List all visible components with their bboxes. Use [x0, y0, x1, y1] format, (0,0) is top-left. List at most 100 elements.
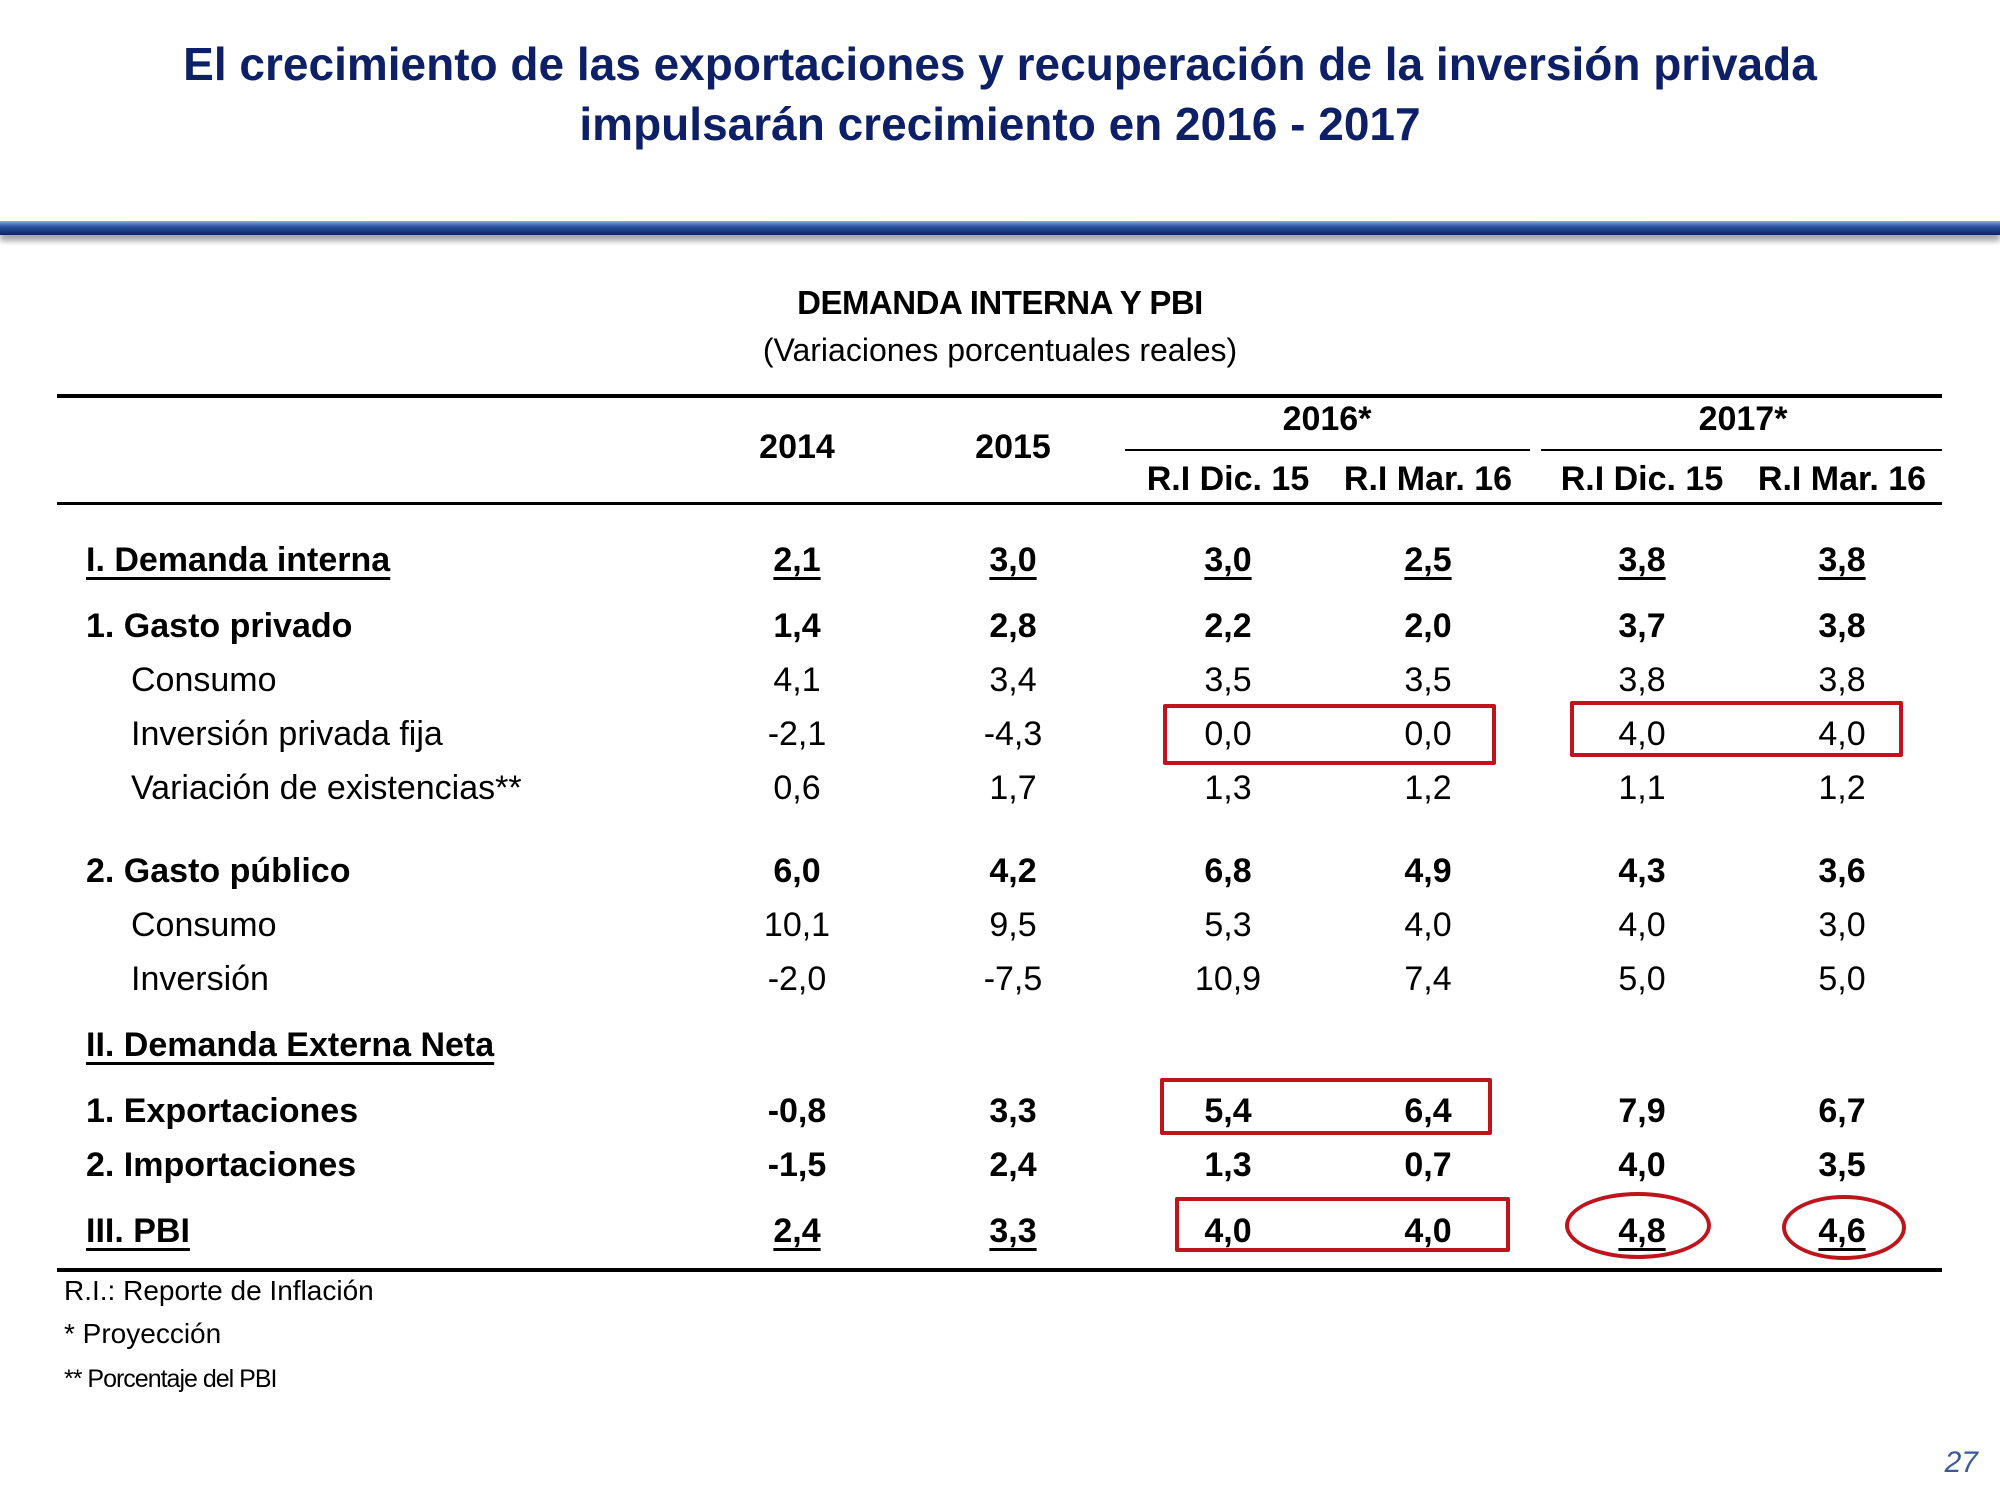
cell-2016-mar16: 7,4 [1404, 960, 1452, 998]
table-row: 2. Importaciones -1,5 2,4 1,3 0,7 4,0 3,… [0, 1146, 2000, 1198]
header-2016: 2016* [1282, 400, 1372, 438]
cell-2016-dic15: 3,0 [1204, 541, 1252, 579]
subheader-2017-mar16: R.I Mar. 16 [1757, 460, 1927, 498]
cell-2017-dic15: 7,9 [1618, 1092, 1666, 1130]
table-row: 1. Exportaciones -0,8 3,3 5,4 6,4 7,9 6,… [0, 1092, 2000, 1144]
cell-2016-dic15: 3,5 [1204, 661, 1252, 699]
cell-2015: 9,5 [989, 906, 1037, 944]
table-row: Inversión -2,0 -7,5 10,9 7,4 5,0 5,0 [0, 960, 2000, 1012]
table-row: 1. Gasto privado 1,4 2,8 2,2 2,0 3,7 3,8 [0, 607, 2000, 659]
cell-2014: -2,1 [767, 715, 827, 753]
cell-2017-dic15: 3,8 [1618, 541, 1666, 579]
highlight-circle-pbi-2017-mar16 [1782, 1195, 1906, 1260]
cell-2016-mar16: 1,2 [1404, 769, 1452, 807]
cell-2017-dic15: 4,0 [1618, 906, 1666, 944]
header-2015: 2015 [975, 428, 1051, 466]
cell-2015: -7,5 [983, 960, 1043, 998]
cell-2015: 3,3 [989, 1212, 1037, 1250]
cell-2016-mar16: 0,7 [1404, 1146, 1452, 1184]
highlight-rect-pbi-2016 [1175, 1197, 1510, 1252]
cell-2017-dic15: 1,1 [1618, 769, 1666, 807]
footnote-pbi-percentage: ** Porcentaje del PBI [64, 1365, 277, 1393]
cell-2016-mar16: 6,4 [1404, 1092, 1452, 1130]
cell-2016-dic15: 0,0 [1204, 715, 1252, 753]
slide-title-line-2: impulsarán crecimiento en 2016 - 2017 [579, 98, 1421, 150]
subheader-2017-dic15: R.I Dic. 15 [1560, 460, 1724, 498]
table-row: II. Demanda Externa Neta [0, 1026, 2000, 1078]
cell-2016-mar16: 4,0 [1404, 1212, 1452, 1250]
cell-2014: 4,1 [773, 661, 821, 699]
row-label: 2. Gasto público [86, 852, 351, 890]
cell-2017-dic15: 4,0 [1618, 715, 1666, 753]
cell-2014: 2,1 [773, 541, 821, 579]
table-row: Inversión privada fija -2,1 -4,3 0,0 0,0… [0, 715, 2000, 767]
row-label: 1. Exportaciones [86, 1092, 359, 1130]
cell-2014: 6,0 [773, 852, 821, 890]
header-2017-rule [1541, 449, 1942, 451]
highlight-rect-inversion-2017 [1570, 701, 1903, 757]
cell-2017-mar16: 3,8 [1818, 661, 1866, 699]
cell-2017-mar16: 5,0 [1818, 960, 1866, 998]
header-bottom-rule [57, 502, 1942, 505]
cell-2015: 3,0 [989, 541, 1037, 579]
cell-2017-dic15: 3,8 [1618, 661, 1666, 699]
cell-2014: -1,5 [767, 1146, 827, 1184]
cell-2015: 2,8 [989, 607, 1037, 645]
cell-2017-mar16: 3,8 [1818, 541, 1866, 579]
cell-2016-dic15: 2,2 [1204, 607, 1252, 645]
slide-title: El crecimiento de las exportaciones y re… [0, 34, 2000, 154]
cell-2016-mar16: 4,9 [1404, 852, 1452, 890]
cell-2016-mar16: 4,0 [1404, 906, 1452, 944]
footnote-ri: R.I.: Reporte de Inflación [64, 1275, 374, 1306]
slide-title-line-1: El crecimiento de las exportaciones y re… [183, 38, 1817, 90]
cell-2015: 2,4 [989, 1146, 1037, 1184]
row-label: Inversión privada fija [131, 715, 443, 753]
cell-2016-dic15: 6,8 [1204, 852, 1252, 890]
subheader-2016-mar16: R.I Mar. 16 [1343, 460, 1513, 498]
cell-2016-dic15: 5,3 [1204, 906, 1252, 944]
table-subcaption: (Variaciones porcentuales reales) [762, 332, 1238, 368]
cell-2016-dic15: 5,4 [1204, 1092, 1252, 1130]
cell-2017-mar16: 3,8 [1818, 607, 1866, 645]
cell-2016-dic15: 1,3 [1204, 1146, 1252, 1184]
subheader-2016-dic15: R.I Dic. 15 [1146, 460, 1310, 498]
table-caption: DEMANDA INTERNA Y PBI [797, 284, 1203, 321]
cell-2017-mar16: 6,7 [1818, 1092, 1866, 1130]
cell-2017-mar16: 3,0 [1818, 906, 1866, 944]
cell-2016-dic15: 1,3 [1204, 769, 1252, 807]
cell-2017-dic15: 4,3 [1618, 852, 1666, 890]
highlight-rect-inversion-2016 [1163, 704, 1496, 765]
cell-2014: 2,4 [773, 1212, 821, 1250]
row-label: Consumo [131, 906, 277, 944]
row-label: Inversión [131, 960, 269, 998]
highlight-circle-pbi-2017-dic15 [1565, 1192, 1711, 1259]
cell-2017-dic15: 5,0 [1618, 960, 1666, 998]
footnote-projection: * Proyección [64, 1318, 222, 1349]
cell-2016-mar16: 0,0 [1404, 715, 1452, 753]
cell-2017-mar16: 4,0 [1818, 715, 1866, 753]
cell-2016-dic15: 4,0 [1204, 1212, 1252, 1250]
table-row: Consumo 4,1 3,4 3,5 3,5 3,8 3,8 [0, 661, 2000, 713]
header-2017: 2017* [1698, 400, 1788, 438]
cell-2016-mar16: 3,5 [1404, 661, 1452, 699]
cell-2015: 3,4 [989, 661, 1037, 699]
cell-2014: 10,1 [763, 906, 831, 944]
cell-2015: 3,3 [989, 1092, 1037, 1130]
cell-2014: 0,6 [773, 769, 821, 807]
cell-2017-mar16: 1,2 [1818, 769, 1866, 807]
page-number: 27 [1944, 1446, 1978, 1479]
table-row: I. Demanda interna 2,1 3,0 3,0 2,5 3,8 3… [0, 541, 2000, 593]
highlight-rect-exportaciones-2016 [1160, 1078, 1492, 1135]
row-label: 1. Gasto privado [86, 607, 353, 645]
row-label: Variación de existencias** [131, 769, 522, 807]
cell-2017-dic15: 4,0 [1618, 1146, 1666, 1184]
cell-2014: -0,8 [767, 1092, 827, 1130]
cell-2016-mar16: 2,5 [1404, 541, 1452, 579]
header-2014: 2014 [759, 428, 835, 466]
cell-2014: -2,0 [767, 960, 827, 998]
table-bottom-rule [57, 1268, 1942, 1272]
cell-2015: 4,2 [989, 852, 1037, 890]
row-label: III. PBI [86, 1212, 190, 1250]
row-label: 2. Importaciones [86, 1146, 357, 1184]
cell-2017-dic15: 3,7 [1618, 607, 1666, 645]
